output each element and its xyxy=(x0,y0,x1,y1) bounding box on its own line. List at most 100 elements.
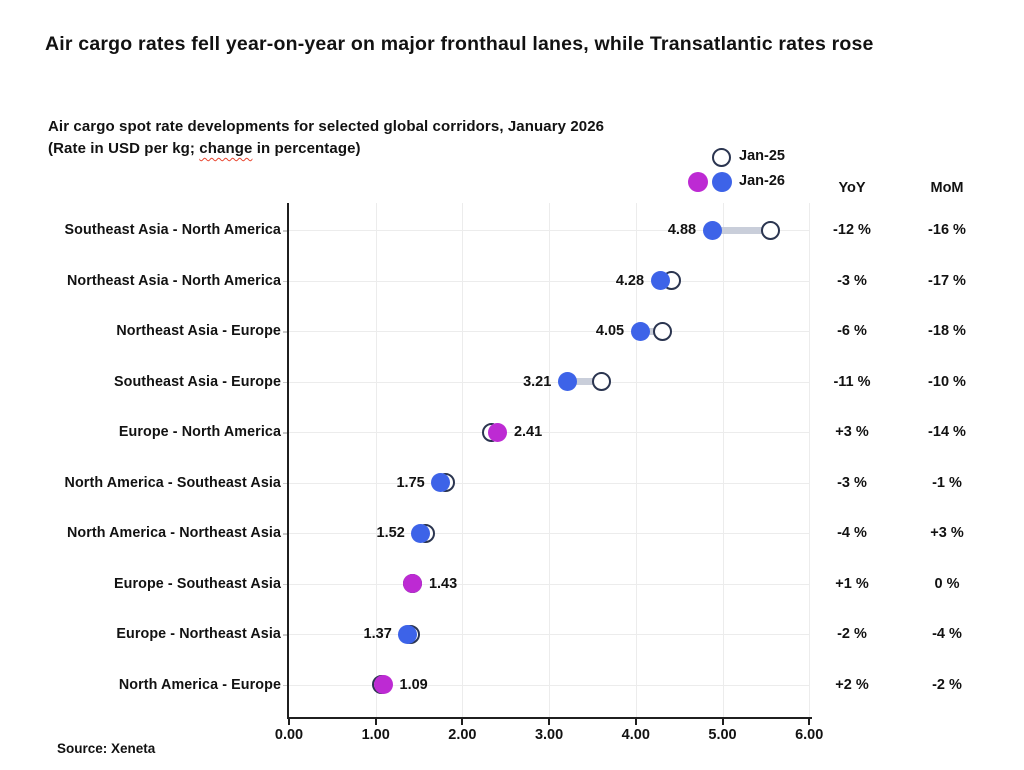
column-header-yoy: YoY xyxy=(838,180,866,196)
x-axis-tick-label: 4.00 xyxy=(621,727,650,743)
horizontal-gridline xyxy=(289,230,809,231)
jan26-filled-dot xyxy=(403,574,423,593)
yoy-value: -3 % xyxy=(837,474,867,491)
yoy-value: +2 % xyxy=(835,676,869,693)
x-axis-tick xyxy=(374,717,377,725)
dumbbell-connector xyxy=(640,327,663,335)
x-axis-tick xyxy=(721,717,724,725)
horizontal-gridline xyxy=(289,482,809,484)
mom-value: -10 % xyxy=(928,373,966,390)
yoy-value: -6 % xyxy=(837,323,867,339)
rate-value-label: 1.09 xyxy=(399,676,428,693)
legend-jan25-open-circle-icon xyxy=(711,147,731,167)
x-axis-tick-label: 0.00 xyxy=(274,727,304,743)
x-axis-tick-label: 1.00 xyxy=(361,727,390,743)
yoy-value: -3 % xyxy=(837,272,867,289)
legend-jan26-blue-circle-icon xyxy=(712,172,732,192)
corridor-label: Southeast Asia - North America xyxy=(64,222,281,238)
horizontal-gridline xyxy=(289,533,809,534)
y-axis-tick xyxy=(283,230,289,232)
source-note: Source: Xeneta xyxy=(57,741,156,756)
x-axis-tick xyxy=(288,717,290,725)
corridor-label: Northeast Asia - Europe xyxy=(116,323,281,339)
rate-value-label: 1.43 xyxy=(428,575,458,592)
horizontal-gridline xyxy=(289,583,809,585)
legend-jan26-label: Jan-26 xyxy=(739,173,785,189)
mom-value: -1 % xyxy=(932,474,962,491)
y-axis-tick xyxy=(283,280,289,282)
column-header-mom: MoM xyxy=(930,180,964,196)
y-axis-tick xyxy=(283,533,289,535)
jan25-open-dot xyxy=(653,321,673,341)
y-axis-tick xyxy=(283,482,289,484)
mom-value: -2 % xyxy=(932,676,962,693)
rate-value-label: 1.52 xyxy=(376,525,405,541)
corridor-label: Europe - Southeast Asia xyxy=(113,575,281,592)
jan26-filled-dot xyxy=(650,271,670,290)
yoy-value: -4 % xyxy=(837,525,867,541)
rate-value-label: 4.28 xyxy=(615,272,645,289)
x-axis-tick xyxy=(634,717,637,725)
corridor-label: North America - Southeast Asia xyxy=(64,474,281,491)
y-axis-tick xyxy=(283,684,289,686)
subtitle-units-prefix: (Rate in USD per kg; xyxy=(48,140,200,157)
x-axis-tick xyxy=(808,717,811,725)
mom-value: 0 % xyxy=(934,575,960,592)
jan26-filled-dot xyxy=(411,523,431,543)
yoy-value: +1 % xyxy=(835,575,869,592)
rate-value-label: 4.88 xyxy=(667,222,697,238)
jan25-open-dot xyxy=(760,220,780,240)
horizontal-gridline xyxy=(289,634,809,635)
jan26-filled-dot xyxy=(488,422,508,442)
jan26-filled-dot xyxy=(630,321,650,341)
mom-value: -17 % xyxy=(928,272,966,289)
rate-value-label: 2.41 xyxy=(513,424,543,440)
y-axis-tick xyxy=(283,583,289,585)
rate-value-label: 4.05 xyxy=(595,323,625,339)
x-axis-tick xyxy=(548,717,551,725)
yoy-value: -11 % xyxy=(833,373,871,390)
yoy-value: -12 % xyxy=(833,222,871,238)
horizontal-gridline xyxy=(289,432,809,433)
legend-jan26-magenta-circle-icon xyxy=(688,172,708,192)
jan25-open-dot xyxy=(592,372,612,391)
vertical-gridline xyxy=(375,203,377,717)
rate-value-label: 1.37 xyxy=(363,626,392,642)
corridor-label: Southeast Asia - Europe xyxy=(113,373,281,390)
x-axis-tick xyxy=(461,717,464,725)
jan26-filled-dot xyxy=(398,624,418,644)
x-axis-tick-label: 6.00 xyxy=(795,727,824,743)
corridor-label: North America - Northeast Asia xyxy=(66,525,281,541)
mom-value: +3 % xyxy=(930,525,964,541)
yoy-value: +3 % xyxy=(835,424,869,440)
vertical-gridline xyxy=(462,203,464,717)
dumbbell-connector xyxy=(567,378,602,385)
rate-value-label: 3.21 xyxy=(523,373,552,390)
legend-jan25-label: Jan-25 xyxy=(739,148,785,164)
rate-value-label: 1.75 xyxy=(396,474,425,491)
corridor-label: Northeast Asia - North America xyxy=(66,272,281,289)
horizontal-gridline xyxy=(289,331,809,332)
vertical-gridline xyxy=(549,203,551,717)
corridor-label: Europe - Northeast Asia xyxy=(116,626,281,642)
horizontal-gridline xyxy=(289,684,809,686)
horizontal-gridline xyxy=(289,381,809,383)
y-axis-line xyxy=(287,203,289,719)
chart-subtitle-units: (Rate in USD per kg; change in percentag… xyxy=(48,140,361,157)
jan26-filled-dot xyxy=(557,372,577,391)
y-axis-tick xyxy=(283,331,289,333)
jan26-filled-dot xyxy=(431,473,451,492)
jan26-filled-dot xyxy=(702,220,722,240)
vertical-gridline xyxy=(809,203,811,717)
x-axis-tick-label: 2.00 xyxy=(448,727,477,743)
jan26-filled-dot xyxy=(374,675,393,694)
x-axis-tick-label: 3.00 xyxy=(534,727,564,743)
y-axis-tick xyxy=(283,634,289,636)
mom-value: -4 % xyxy=(932,626,962,642)
vertical-gridline xyxy=(722,203,724,717)
chart-subtitle: Air cargo spot rate developments for sel… xyxy=(48,118,605,135)
vertical-gridline xyxy=(635,203,637,717)
mom-value: -14 % xyxy=(928,424,966,440)
